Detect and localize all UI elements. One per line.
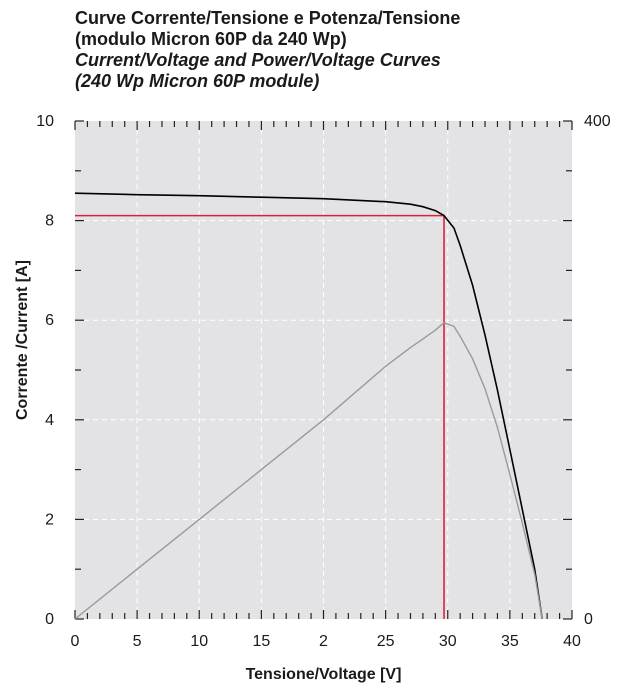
y2-tick-label: 0 — [584, 611, 593, 628]
current-voltage-curve — [74, 192, 543, 620]
chart-subtitle-en: (240 Wp Micron 60P module) — [75, 71, 320, 91]
x-tick-label: 30 — [439, 633, 457, 650]
y2-tick-label: 400 — [584, 113, 611, 130]
y-tick-label: 10 — [36, 113, 54, 130]
y-tick-label: 2 — [45, 511, 54, 528]
chart-title-en: Current/Voltage and Power/Voltage Curves — [75, 50, 441, 70]
x-tick-label: 2 — [319, 633, 328, 650]
grid-lines — [75, 121, 572, 619]
x-tick-label: 35 — [501, 633, 519, 650]
power-voltage-curve — [74, 322, 543, 620]
x-tick-label: 0 — [71, 633, 80, 650]
y-tick-label: 0 — [45, 611, 54, 628]
x-tick-label: 10 — [190, 633, 208, 650]
chart-subtitle-it: (modulo Micron 60P da 240 Wp) — [75, 29, 347, 49]
tick-marks — [74, 120, 573, 620]
chart-titles: Curve Corrente/Tensione e Potenza/Tensio… — [75, 8, 460, 92]
x-tick-label: 15 — [252, 633, 270, 650]
chart-title-it: Curve Corrente/Tensione e Potenza/Tensio… — [75, 8, 461, 28]
x-tick-label: 40 — [563, 633, 581, 650]
y-tick-label: 4 — [45, 412, 54, 429]
y-axis-label: Corrente /Current [A] — [14, 260, 31, 420]
y-tick-label: 6 — [45, 312, 54, 329]
y-tick-label: 8 — [45, 213, 54, 230]
x-tick-label: 5 — [133, 633, 142, 650]
x-tick-label: 25 — [377, 633, 395, 650]
x-axis-label: Tensione/Voltage [V] — [246, 666, 402, 683]
series-layer — [74, 192, 543, 620]
